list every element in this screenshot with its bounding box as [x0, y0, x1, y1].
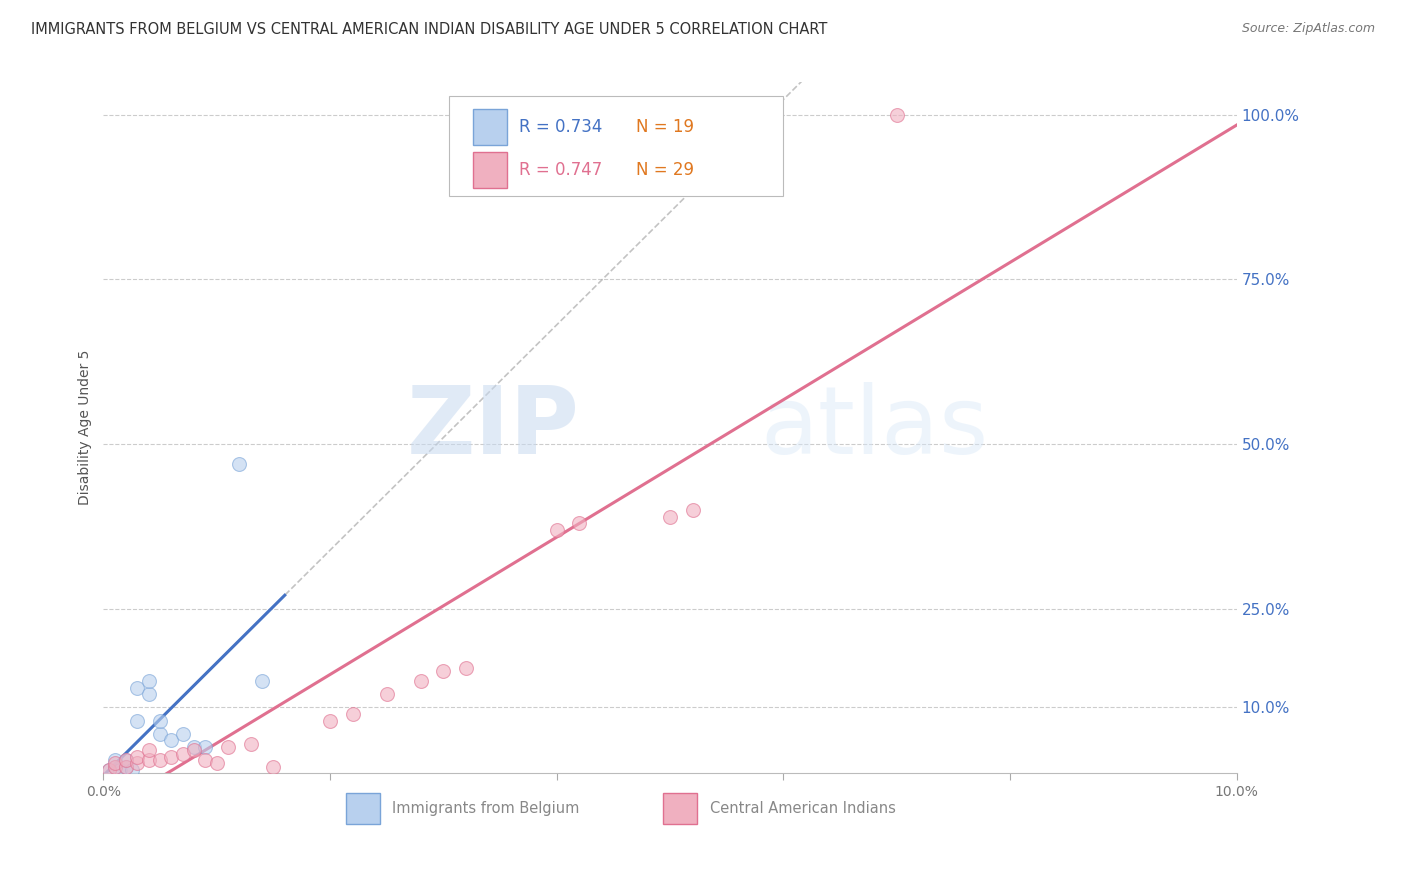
Point [138, 743, 160, 757]
Text: Central American Indians: Central American Indians [710, 801, 896, 816]
Point [659, 509, 682, 524]
FancyBboxPatch shape [449, 95, 783, 196]
Point [104, 753, 127, 767]
Point [183, 743, 205, 757]
Point [432, 665, 454, 679]
Point [546, 523, 568, 537]
FancyBboxPatch shape [664, 793, 697, 824]
Text: N = 29: N = 29 [636, 161, 695, 179]
Point [115, 760, 138, 774]
FancyBboxPatch shape [472, 109, 506, 145]
Point [262, 760, 284, 774]
Point [217, 739, 239, 754]
Point [115, 753, 138, 767]
Point [172, 747, 194, 761]
Point [127, 714, 149, 728]
Point [886, 108, 908, 122]
Point [375, 687, 398, 701]
Point [98, 763, 121, 777]
Point [409, 674, 432, 689]
Point [104, 756, 127, 771]
Point [127, 750, 149, 764]
Point [121, 763, 143, 777]
Point [454, 661, 477, 675]
Point [682, 503, 704, 517]
Point [110, 763, 132, 777]
Text: Immigrants from Belgium: Immigrants from Belgium [392, 801, 579, 816]
Text: N = 19: N = 19 [636, 118, 695, 136]
Text: R = 0.747: R = 0.747 [519, 161, 603, 179]
Point [239, 737, 262, 751]
Point [138, 674, 160, 689]
Point [138, 753, 160, 767]
Point [127, 681, 149, 695]
Point [149, 753, 172, 767]
Point [98, 763, 121, 777]
Text: atlas: atlas [761, 382, 988, 474]
Point [104, 760, 127, 774]
Point [160, 750, 183, 764]
Point [115, 753, 138, 767]
Point [149, 714, 172, 728]
Point [183, 739, 205, 754]
FancyBboxPatch shape [346, 793, 380, 824]
Point [342, 707, 364, 722]
Point [319, 714, 342, 728]
Text: ZIP: ZIP [406, 382, 579, 474]
Text: IMMIGRANTS FROM BELGIUM VS CENTRAL AMERICAN INDIAN DISABILITY AGE UNDER 5 CORREL: IMMIGRANTS FROM BELGIUM VS CENTRAL AMERI… [31, 22, 827, 37]
Y-axis label: Disability Age Under 5: Disability Age Under 5 [79, 350, 93, 505]
Text: Source: ZipAtlas.com: Source: ZipAtlas.com [1241, 22, 1375, 36]
Point [160, 733, 183, 747]
Point [568, 516, 591, 530]
Point [115, 760, 138, 774]
Point [228, 457, 250, 471]
Point [194, 739, 217, 754]
Point [138, 687, 160, 701]
Point [205, 756, 228, 771]
Point [127, 756, 149, 771]
FancyBboxPatch shape [472, 152, 506, 188]
Point [149, 727, 172, 741]
Point [194, 753, 217, 767]
Point [104, 760, 127, 774]
Text: R = 0.734: R = 0.734 [519, 118, 603, 136]
Point [250, 674, 273, 689]
Point [172, 727, 194, 741]
